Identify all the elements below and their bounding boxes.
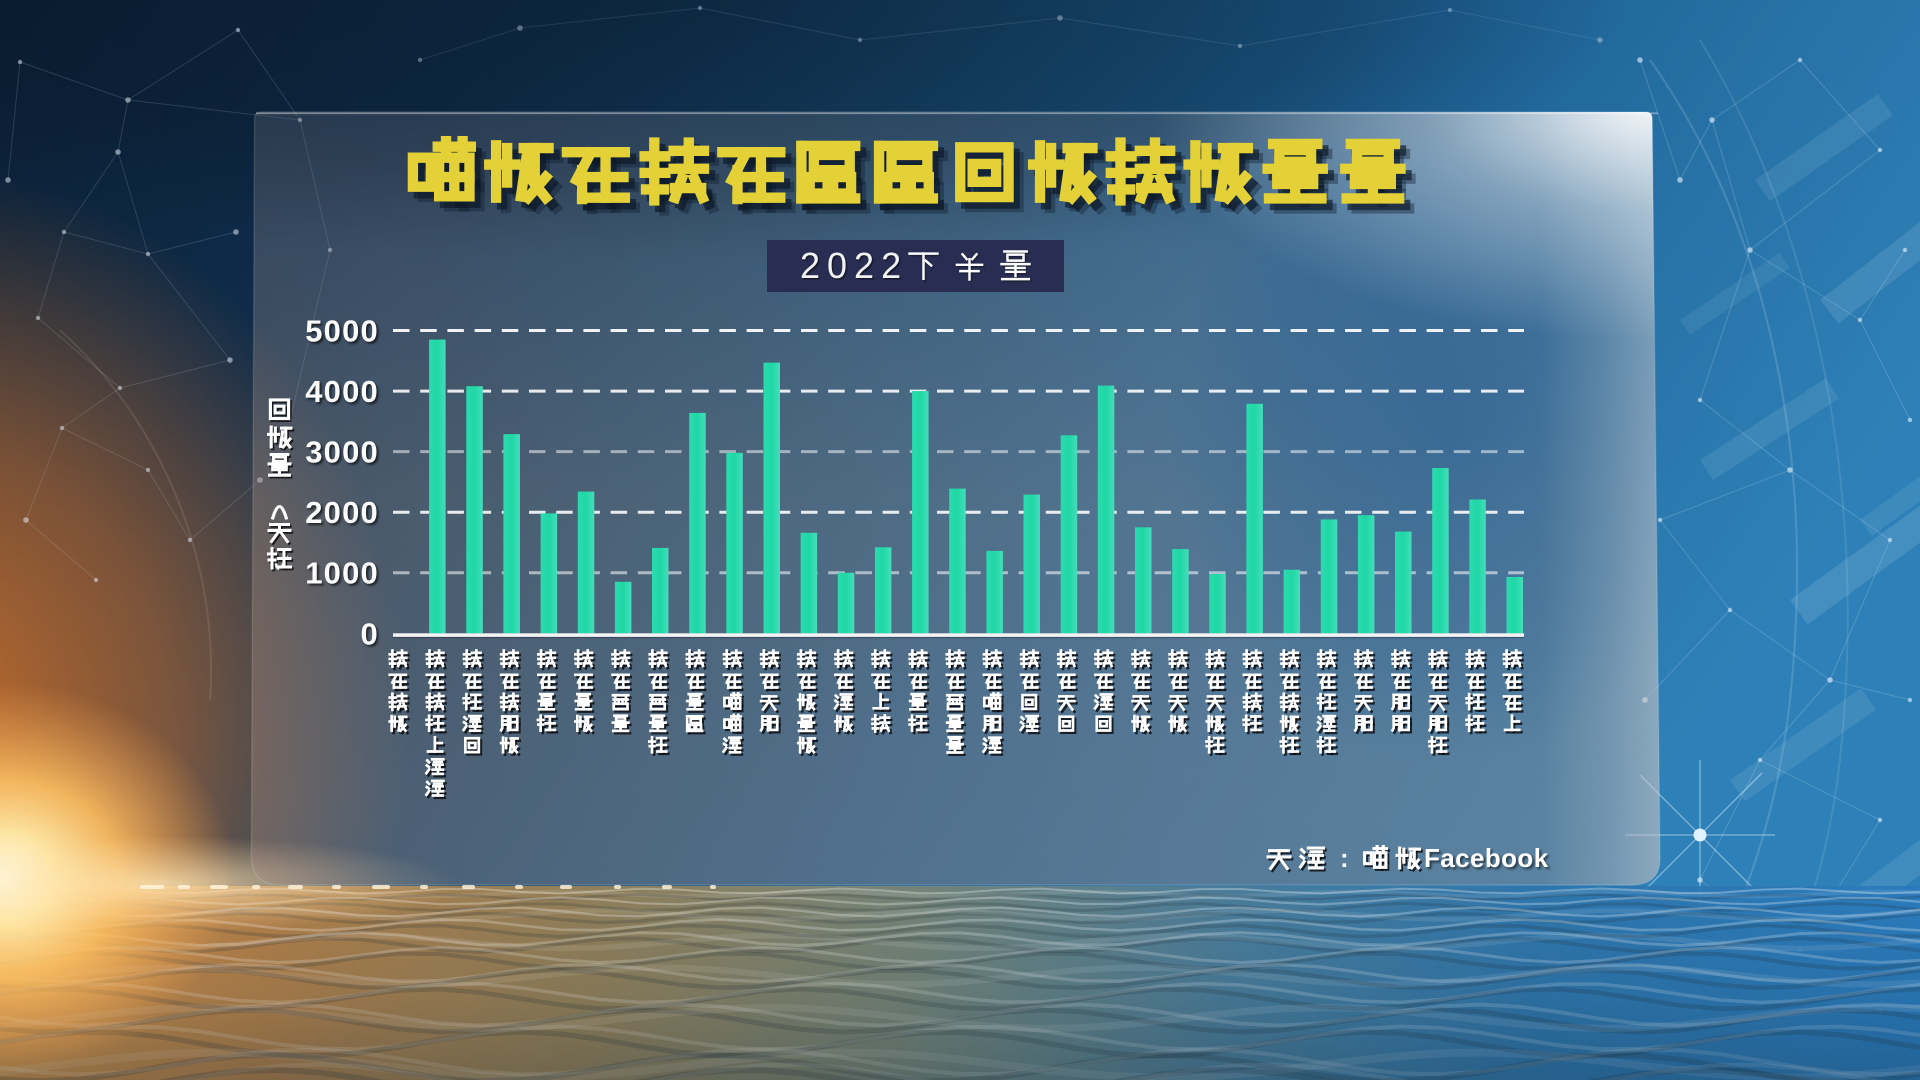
svg-text:5000: 5000	[305, 314, 379, 349]
svg-text:0: 0	[361, 616, 379, 651]
svg-text:1000: 1000	[305, 556, 379, 591]
svg-text:3000: 3000	[305, 435, 379, 470]
svg-text:4000: 4000	[305, 374, 379, 409]
svg-text::: :	[1340, 843, 1349, 873]
svg-text:Facebook: Facebook	[1424, 843, 1549, 873]
svg-text:2022: 2022	[800, 245, 908, 286]
svg-text:2000: 2000	[305, 495, 379, 530]
